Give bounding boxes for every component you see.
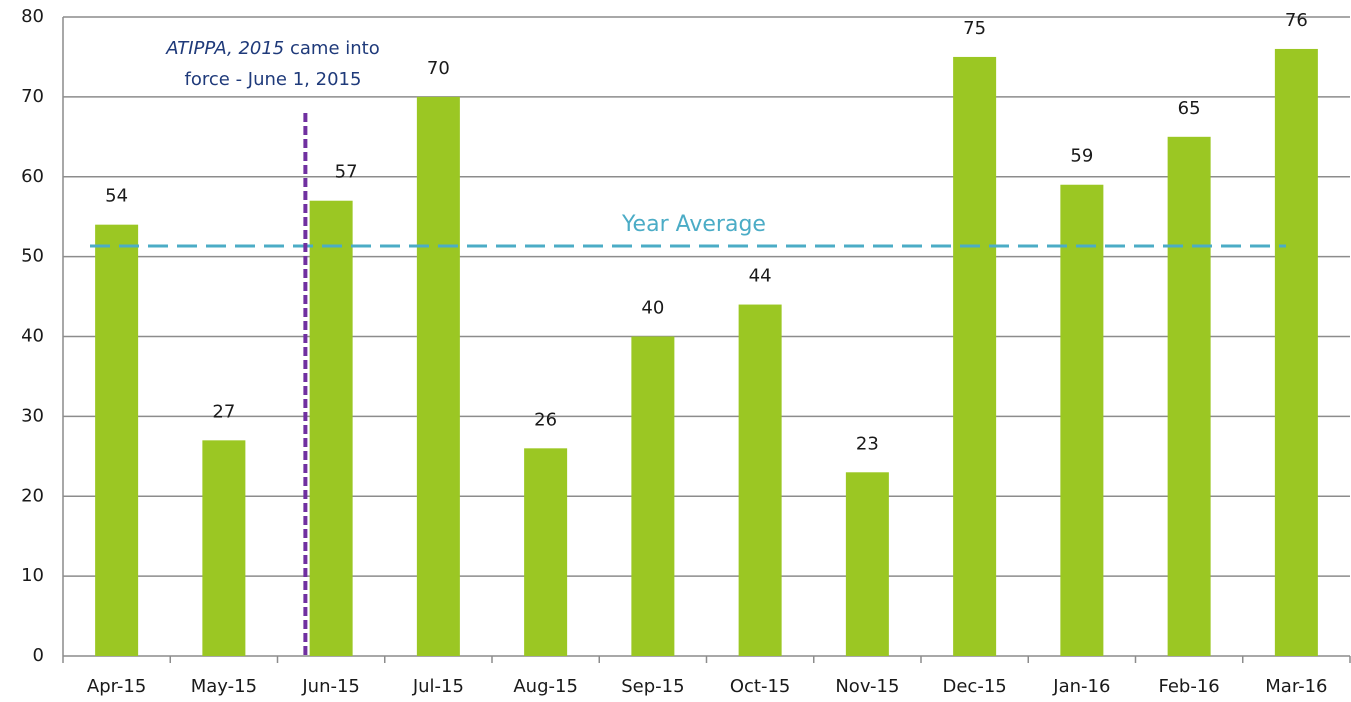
bar: [309, 200, 353, 656]
bar: [953, 56, 997, 656]
data-label: 70: [427, 58, 450, 79]
x-tick-label: Jun-15: [301, 676, 360, 697]
data-label: 27: [212, 401, 235, 422]
x-tick-label: Sep-15: [621, 676, 684, 697]
bar: [845, 472, 889, 656]
annotation-italic: ATIPPA, 2015: [165, 38, 284, 59]
x-tick-label: Feb-16: [1158, 676, 1219, 697]
bar: [1167, 136, 1211, 656]
x-tick-label: Jul-15: [412, 676, 464, 697]
y-tick-label: 40: [21, 326, 44, 347]
data-label: 57: [335, 162, 358, 183]
data-label: 40: [641, 298, 664, 319]
annotation: ATIPPA, 2015 came into: [165, 38, 380, 59]
x-tick-label: Apr-15: [87, 676, 146, 697]
data-label: 65: [1178, 98, 1201, 119]
data-label: 26: [534, 409, 557, 430]
x-tick-label: Mar-16: [1265, 676, 1327, 697]
x-tick-label: May-15: [191, 676, 257, 697]
x-tick-label: Oct-15: [730, 676, 791, 697]
bar: [95, 224, 139, 657]
y-tick-label: 80: [21, 6, 44, 27]
y-tick-label: 50: [21, 246, 44, 267]
x-tick-label: Nov-15: [835, 676, 899, 697]
data-label: 44: [749, 266, 772, 287]
bar: [631, 336, 675, 656]
data-label: 75: [963, 18, 986, 39]
bar: [202, 440, 246, 656]
bar: [524, 448, 568, 656]
y-tick-label: 20: [21, 485, 44, 506]
y-tick-label: 30: [21, 405, 44, 426]
y-tick-label: 10: [21, 565, 44, 586]
y-tick-label: 70: [21, 86, 44, 107]
average-label: Year Average: [621, 212, 766, 237]
x-tick-label: Aug-15: [513, 676, 578, 697]
bar: [1274, 48, 1318, 656]
data-label: 23: [856, 433, 879, 454]
annotation: force - June 1, 2015: [185, 69, 362, 90]
bar: [1060, 184, 1104, 657]
bar: [738, 304, 782, 656]
data-label: 54: [105, 186, 128, 207]
x-tick-label: Dec-15: [943, 676, 1007, 697]
annotation-text: came into: [290, 38, 380, 59]
x-tick-label: Jan-16: [1052, 676, 1110, 697]
y-tick-label: 60: [21, 166, 44, 187]
bar: [416, 96, 460, 656]
data-label: 76: [1285, 10, 1308, 31]
data-label: 59: [1070, 146, 1093, 167]
y-tick-label: 0: [33, 645, 44, 666]
